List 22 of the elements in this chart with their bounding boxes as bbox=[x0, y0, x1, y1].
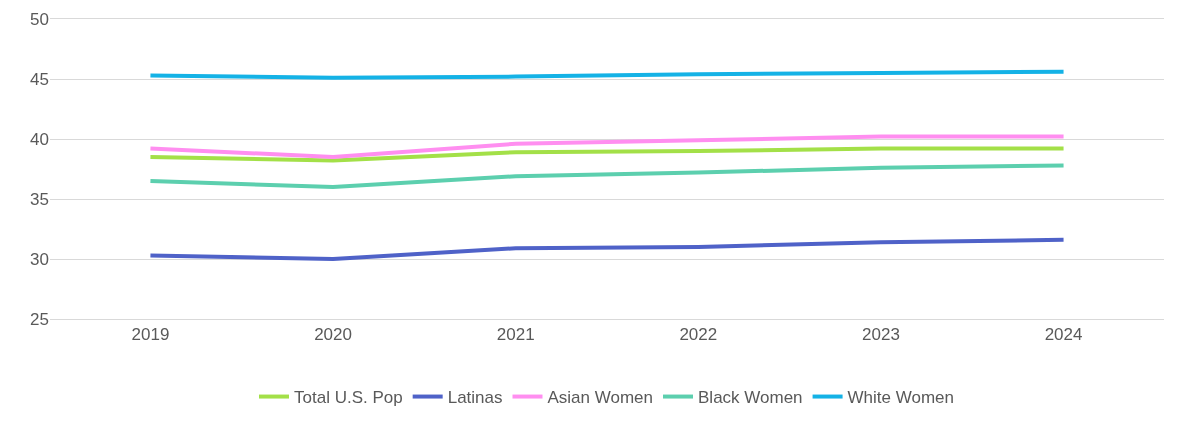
y-tick-label: 35 bbox=[30, 189, 49, 209]
y-tick-label: 45 bbox=[30, 69, 49, 89]
line-series bbox=[148, 163, 1066, 189]
x-tick-label: 2021 bbox=[496, 325, 535, 345]
legend-label: Black Women bbox=[698, 388, 803, 408]
y-tick-label: 30 bbox=[30, 249, 49, 269]
x-tick-label: 2022 bbox=[679, 325, 718, 345]
line-series bbox=[148, 146, 1066, 163]
x-tick-label: 2019 bbox=[131, 325, 170, 345]
line-series bbox=[148, 69, 1066, 80]
x-tick-label: 2020 bbox=[314, 325, 352, 345]
y-tick-label: 40 bbox=[30, 129, 49, 149]
x-tick-label: 2024 bbox=[1044, 325, 1083, 345]
legend-label: Asian Women bbox=[547, 388, 654, 408]
legend-label: Total U.S. Pop bbox=[294, 388, 403, 408]
line-series bbox=[148, 237, 1066, 261]
y-tick-label: 25 bbox=[30, 309, 49, 329]
legend-label: White Women bbox=[847, 388, 955, 408]
legend-label: Latinas bbox=[447, 388, 503, 408]
line-series bbox=[148, 134, 1066, 159]
x-tick-label: 2023 bbox=[862, 325, 900, 345]
y-tick-label: 50 bbox=[30, 9, 49, 29]
